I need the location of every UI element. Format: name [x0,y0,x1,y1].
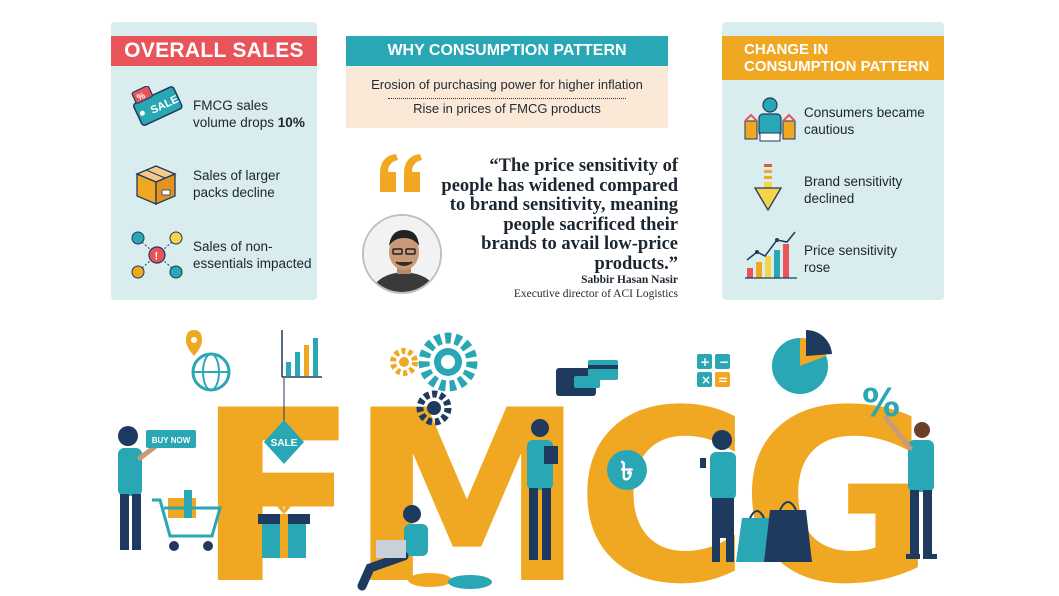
person-phone [700,430,736,562]
change-header: CHANGE IN CONSUMPTION PATTERN [722,36,944,80]
buy-now-button[interactable]: BUY NOW [146,430,196,448]
quote-author-role: Executive director of ACI Logistics [513,288,678,300]
network-warning-icon: ! [131,231,183,279]
overall-sales-item-3: Sales of non- essentials impacted [193,239,312,271]
svg-text:=: = [718,373,728,387]
pie-chart-icon [772,329,832,394]
overall-sales-item-1: FMCG sales volume drops 10% [193,98,305,130]
svg-text:+: + [700,355,710,369]
fmcg-wordmark: FMCG [196,360,925,596]
currency-symbol: ৳ [621,457,634,487]
shopper-left [118,426,159,550]
sale-tag-label: SALE [271,438,298,449]
arrow-down-icon [753,164,783,212]
change-item-2: Brand sensitivity declined [804,174,903,206]
taka-coin-icon: ৳ [607,450,647,490]
reason-divider [388,98,626,99]
globe-icon [186,330,231,392]
svg-text:!: ! [155,251,159,263]
avatar [362,214,442,294]
person-right [883,415,937,559]
quote-text: “The price sensitivity of people has wid… [441,156,678,274]
box-icon [135,165,177,205]
gear-icon [390,332,478,426]
change-item-1: Consumers became cautious [804,105,925,137]
reason-2: Rise in prices of FMCG products [413,101,601,116]
wallet-icon [556,360,618,396]
why-changed-box: Erosion of purchasing power for higher i… [346,66,668,128]
svg-text:−: − [719,355,729,369]
quote-mark-icon [380,154,422,192]
svg-text:×: × [701,373,711,387]
sale-hang-tag: SALE [264,378,304,464]
rising-chart-icon [745,231,797,279]
gift-icon [258,498,310,558]
consumers-icon [744,97,796,142]
shopping-bags-icon [736,501,812,562]
change-item-3: Price sensitivity rose [804,243,898,275]
svg-text:%: % [135,90,146,102]
reason-1: Erosion of purchasing power for higher i… [371,77,643,92]
overall-sales-panel [111,22,317,300]
percent-icon: % [862,381,900,425]
person-laptop [357,505,492,591]
overall-sales-item-2: Sales of larger packs decline [193,168,281,200]
why-changed-header: WHY CONSUMPTION PATTERN CHANGED [346,36,668,89]
portrait-image [364,216,440,292]
overall-sales-header: OVERALL SALES [111,36,317,66]
fmcg-illustration: FMCG + − × [118,329,937,596]
person-tablet [527,419,558,560]
shopping-cart-icon [152,490,222,551]
quote-author-name: Sabbir Hasan Nasir [581,274,678,286]
sale-tag-icon: SALE % [131,86,183,126]
buy-now-label: BUY NOW [152,436,191,445]
bar-chart-icon [281,330,322,378]
calculator-icon: + − × = [697,354,730,387]
